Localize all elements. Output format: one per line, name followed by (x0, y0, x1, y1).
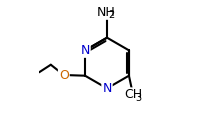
Text: CH: CH (124, 88, 142, 101)
Text: 3: 3 (136, 93, 142, 103)
Text: N: N (102, 82, 112, 95)
Text: NH: NH (96, 6, 115, 19)
Text: 2: 2 (108, 10, 114, 20)
Text: O: O (59, 68, 69, 82)
Text: N: N (80, 44, 90, 57)
